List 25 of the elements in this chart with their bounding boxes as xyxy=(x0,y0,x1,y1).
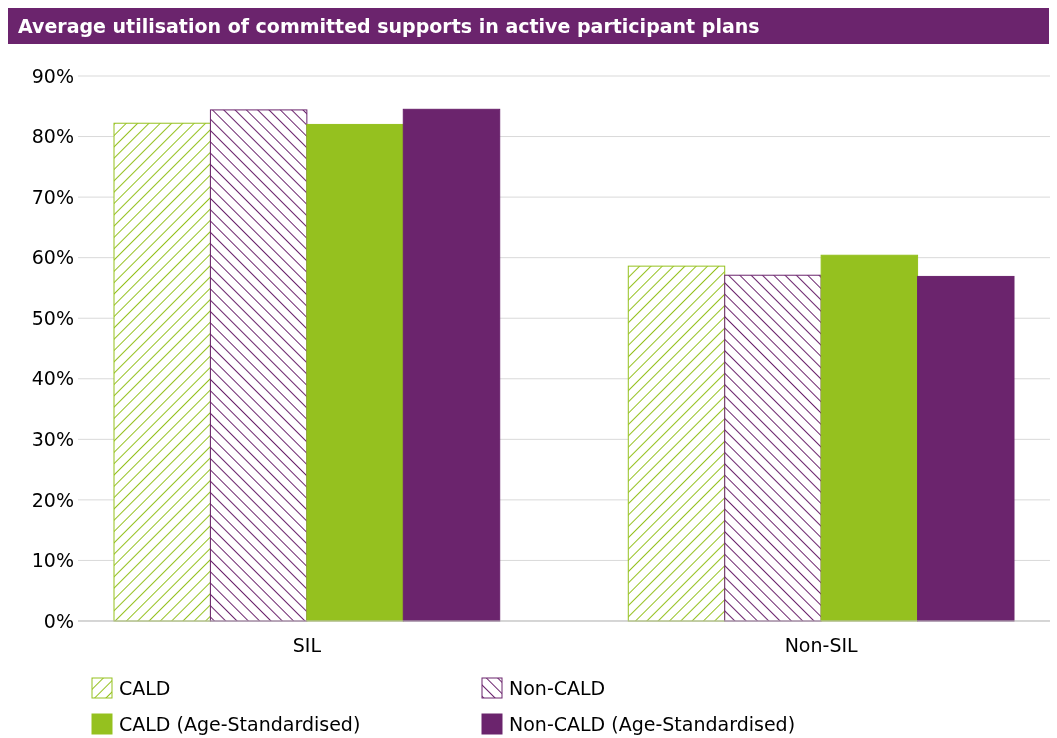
x-tick-label: SIL xyxy=(292,634,322,656)
bar xyxy=(627,265,726,622)
y-tick-label: 80% xyxy=(31,125,74,148)
chart-title: Average utilisation of committed supports in active participant plans xyxy=(18,15,760,37)
bar xyxy=(724,274,822,622)
bar xyxy=(306,123,404,622)
x-tick-label: Non-SIL xyxy=(784,634,859,656)
bar xyxy=(402,108,501,622)
y-tick-label: 20% xyxy=(31,488,74,511)
y-tick-label: 10% xyxy=(31,549,74,572)
y-tick-label: 70% xyxy=(31,185,74,208)
y-tick-label: 40% xyxy=(31,367,74,390)
legend-label: Non-CALD (Age-Standardised) xyxy=(509,712,796,735)
y-tick-label: 0% xyxy=(43,609,74,632)
y-tick-label: 30% xyxy=(31,427,74,450)
bar xyxy=(209,109,308,622)
bar xyxy=(820,254,919,622)
legend-label: Non-CALD xyxy=(509,676,606,699)
y-tick-label: 60% xyxy=(31,246,74,269)
y-tick-label: 50% xyxy=(31,306,74,329)
legend-label: CALD xyxy=(119,676,171,699)
bar xyxy=(917,275,1015,622)
bar xyxy=(113,122,211,622)
legend-label: CALD (Age-Standardised) xyxy=(119,712,361,735)
y-tick-label: 90% xyxy=(31,64,74,87)
